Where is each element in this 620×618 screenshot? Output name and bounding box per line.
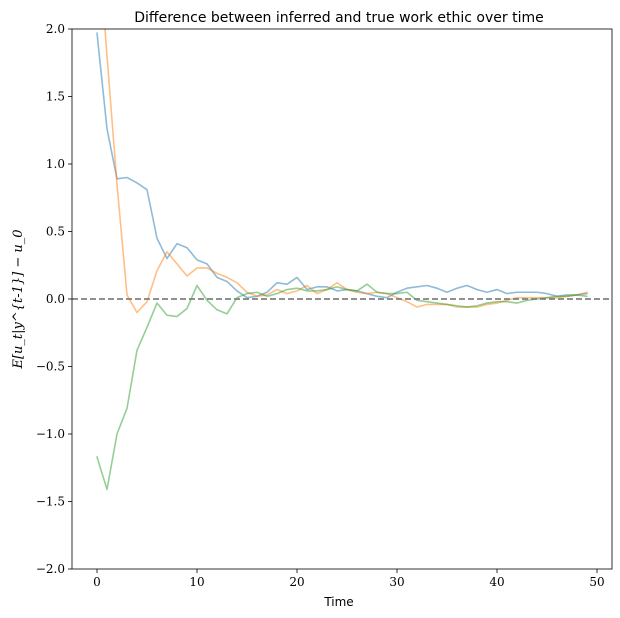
x-tick-label: 30 [389, 575, 404, 589]
x-axis-label: Time [323, 595, 353, 609]
y-axis: −2.0 −1.5 −1.0 −0.5 0.0 0.5 1.0 1.5 2.0 [36, 22, 72, 576]
x-tick-label: 0 [93, 575, 101, 589]
y-tick-label: −1.0 [36, 427, 65, 441]
y-tick-label: 0.5 [46, 225, 65, 239]
y-tick-label: 1.0 [46, 157, 65, 171]
y-tick-label: 2.0 [46, 22, 65, 36]
y-tick-label: −1.5 [36, 495, 65, 509]
y-tick-label: 1.5 [46, 90, 65, 104]
x-tick-label: 20 [289, 575, 304, 589]
x-tick-label: 40 [489, 575, 504, 589]
x-tick-label: 10 [189, 575, 204, 589]
plot-area [96, 29, 588, 491]
x-axis: 0 10 20 30 40 50 [93, 569, 605, 589]
y-tick-label: −2.0 [36, 562, 65, 576]
y-tick-label: 0.0 [46, 292, 65, 306]
series-line-2 [104, 29, 588, 314]
series-line-1 [96, 32, 588, 299]
x-tick-label: 50 [589, 575, 604, 589]
series-line-3 [96, 283, 588, 491]
y-tick-label: −0.5 [36, 360, 65, 374]
chart-title: Difference between inferred and true wor… [134, 10, 543, 26]
y-axis-label: E[u_t|y^{t-1}] − u_0 [11, 229, 26, 369]
